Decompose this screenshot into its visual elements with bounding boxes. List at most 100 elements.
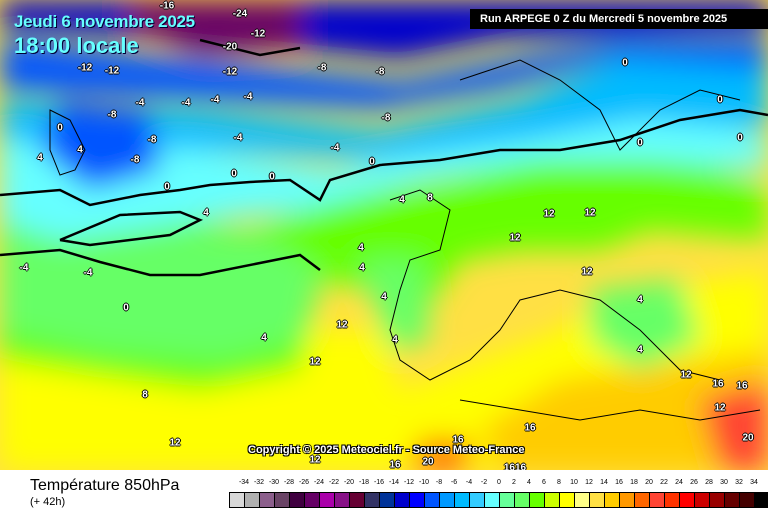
isotherm-value-label: 4: [37, 152, 43, 164]
legend-swatch: [320, 493, 335, 507]
isotherm-value-label: 12: [169, 437, 181, 449]
isotherm-value-label: 16: [524, 422, 536, 434]
isotherm-value-label: 4: [637, 294, 643, 306]
legend-swatch: [620, 493, 635, 507]
legend-swatch: [380, 493, 395, 507]
isotherm-value-label: 12: [309, 356, 321, 368]
legend-tick: 18: [630, 479, 638, 486]
isotherm-value-label: 8: [142, 389, 148, 401]
isotherm-value-label: 0: [164, 181, 170, 193]
legend-swatch: [530, 493, 545, 507]
isotherm-value-label: -12: [77, 62, 93, 74]
isotherm-value-label: 0: [737, 132, 743, 144]
color-scale: [229, 492, 768, 508]
isotherm-value-label: -4: [233, 132, 243, 144]
isotherm-value-label: 0: [637, 137, 643, 149]
legend-swatch: [725, 493, 740, 507]
isotherm-value-label: 0: [57, 122, 63, 134]
legend-tick: 4: [527, 479, 531, 486]
isotherm-value-label: -8: [317, 62, 327, 74]
legend-swatch: [365, 493, 380, 507]
isotherm-value-label: 4: [203, 207, 209, 219]
isotherm-value-label: 4: [261, 332, 267, 344]
isotherm-value-label: 0: [369, 156, 375, 168]
legend-tick: 12: [585, 479, 593, 486]
copyright: Copyright © 2025 Meteociel.fr - Source M…: [248, 444, 525, 456]
legend-swatch: [275, 493, 290, 507]
isotherm-value-label: -8: [130, 154, 140, 166]
legend-ticks: -34 -32 -30 -28 -26 -24 -22 -20 -18 -16 -14 -12 -10-…: [222, 479, 762, 489]
legend-swatch: [710, 493, 725, 507]
legend-swatch: [410, 493, 425, 507]
isotherm-value-label: 4: [399, 194, 405, 206]
isotherm-value-label: -4: [330, 142, 340, 154]
isotherm-value-label: 12: [714, 402, 726, 414]
forecast-date: Jeudi 6 novembre 2025: [14, 12, 195, 31]
legend-tick: 26: [690, 479, 698, 486]
isotherm-value-label: -4: [19, 262, 29, 274]
isotherm-value-label: -4: [135, 97, 145, 109]
isotherm-value-label: 16: [712, 378, 724, 390]
legend-tick: -26: [298, 479, 310, 486]
freezing-isotherm: [0, 38, 768, 277]
legend-swatch: [485, 493, 500, 507]
legend-tick: -32: [253, 479, 265, 486]
legend-tick: 20: [645, 479, 653, 486]
legend-tick: 8: [557, 479, 561, 486]
isotherm-value-label: -12: [104, 65, 120, 77]
legend-tick: -16: [373, 479, 385, 486]
isotherm-value-label: 20: [422, 456, 434, 468]
legend-tick: -18: [358, 479, 370, 486]
isotherm-value-label: 16: [736, 380, 748, 392]
isotherm-value-label: 12: [309, 454, 321, 466]
legend-swatch: [305, 493, 320, 507]
legend-swatch: [665, 493, 680, 507]
legend-tick: 6: [542, 479, 546, 486]
legend-tick: 28: [705, 479, 713, 486]
legend-tick: 32: [735, 479, 743, 486]
legend-tick: 14: [600, 479, 608, 486]
isotherm-value-label: -12: [222, 66, 238, 78]
legend-swatch: [755, 493, 768, 507]
isotherm-value-label: 0: [231, 168, 237, 180]
isotherm-value-label: 4: [358, 242, 364, 254]
coastlines: [49, 59, 761, 421]
legend-swatch: [290, 493, 305, 507]
legend-tick: -6: [450, 479, 458, 486]
isotherm-value-label: 8: [427, 192, 433, 204]
legend-tick: -12: [403, 479, 415, 486]
legend-tick: 0: [497, 479, 501, 486]
legend-tick: -22: [328, 479, 340, 486]
legend-tick: -4: [465, 479, 473, 486]
isotherm-value-label: 4: [359, 262, 365, 274]
legend-tick: 16: [615, 479, 623, 486]
isotherm-value-label: 12: [584, 207, 596, 219]
legend-swatch: [605, 493, 620, 507]
isotherm-value-label: -8: [375, 66, 385, 78]
legend-swatch: [455, 493, 470, 507]
legend-swatch: [470, 493, 485, 507]
legend-tick: 2: [512, 479, 516, 486]
legend-swatch: [575, 493, 590, 507]
isotherm-value-label: 0: [717, 94, 723, 106]
isotherm-value-label: -8: [381, 112, 391, 124]
isotherm-value-label: -20: [222, 41, 238, 53]
isotherm-value-label: -8: [147, 134, 157, 146]
isotherm-value-label: 4: [392, 334, 398, 346]
isotherm-value-label: 16: [389, 459, 401, 471]
legend-swatch: [545, 493, 560, 507]
isotherm-value-label: 4: [637, 344, 643, 356]
isotherm-value-label: 0: [622, 57, 628, 69]
isotherm-value-label: -4: [181, 97, 191, 109]
legend-swatch: [695, 493, 710, 507]
isotherm-value-label: 4: [77, 144, 83, 156]
legend-tick: -20: [343, 479, 355, 486]
isotherm-value-label: 12: [509, 232, 521, 244]
legend-swatch: [350, 493, 365, 507]
temperature-map: -16 -24 -20 -12 -12 -12 -12 -8 -8 -4 -4 -4 -4 -8 -8 -8-…: [0, 0, 768, 470]
legend-swatch: [680, 493, 695, 507]
model-run-banner: Run ARPEGE 0 Z du Mercredi 5 novembre 20…: [470, 9, 768, 29]
legend-swatch: [440, 493, 455, 507]
isotherm-value-label: 4: [381, 291, 387, 303]
legend-tick: -8: [435, 479, 443, 486]
